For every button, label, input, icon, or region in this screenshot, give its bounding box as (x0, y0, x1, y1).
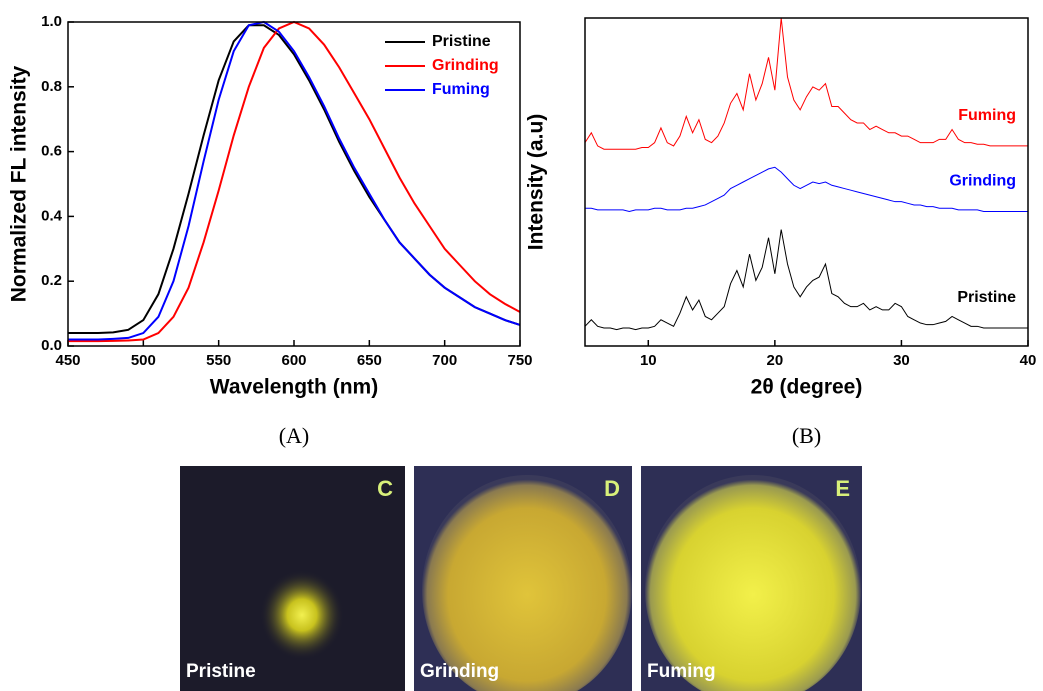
legend-label: Grinding (432, 57, 499, 74)
panel-letter: C (377, 476, 393, 501)
x-tick-label: 10 (640, 352, 657, 369)
series-label: Pristine (957, 289, 1016, 306)
powder (645, 475, 861, 691)
panel-label: Pristine (186, 661, 256, 682)
series-line (585, 166, 1028, 213)
series-label: Grinding (949, 173, 1016, 190)
panel-letter: E (835, 476, 850, 501)
caption: (A) (279, 423, 310, 448)
x-axis-title: 2θ (degree) (751, 376, 863, 399)
x-tick-label: 20 (767, 352, 784, 369)
x-tick-label: 600 (281, 352, 306, 369)
x-tick-label: 500 (131, 352, 156, 369)
x-tick-label: 700 (432, 352, 457, 369)
x-axis-title: Wavelength (nm) (210, 376, 378, 399)
y-tick-label: 1.0 (41, 13, 62, 30)
x-tick-label: 750 (507, 352, 532, 369)
x-tick-label: 30 (893, 352, 910, 369)
series-line (584, 229, 1028, 331)
y-tick-label: 0.6 (41, 143, 62, 160)
y-tick-label: 0.4 (41, 207, 63, 224)
x-tick-label: 550 (206, 352, 231, 369)
x-tick-label: 450 (55, 352, 80, 369)
caption: (B) (792, 423, 821, 448)
series-label: Fuming (958, 107, 1016, 124)
y-tick-label: 0.2 (41, 272, 62, 289)
photo-panels: C Pristine D Grinding E Fuming (180, 466, 862, 691)
plot-frame (67, 21, 521, 347)
series-line (68, 20, 521, 341)
y-tick-label: 0.8 (41, 78, 62, 95)
x-tick-label: 40 (1020, 352, 1037, 369)
legend-label: Pristine (432, 33, 491, 50)
y-axis-title: Intensity (a.u) (525, 114, 548, 251)
panel-label: Fuming (647, 661, 716, 682)
x-tick-label: 650 (357, 352, 382, 369)
panel-letter: D (604, 476, 620, 501)
series-line (584, 17, 1028, 150)
y-axis-title: Normalized FL intensity (8, 65, 31, 302)
powder (225, 525, 365, 675)
y-tick-label: 0.0 (41, 337, 62, 354)
panel-label: Grinding (420, 661, 499, 682)
powder (422, 475, 632, 691)
plot-frame (584, 17, 1029, 347)
legend-label: Fuming (432, 81, 490, 98)
